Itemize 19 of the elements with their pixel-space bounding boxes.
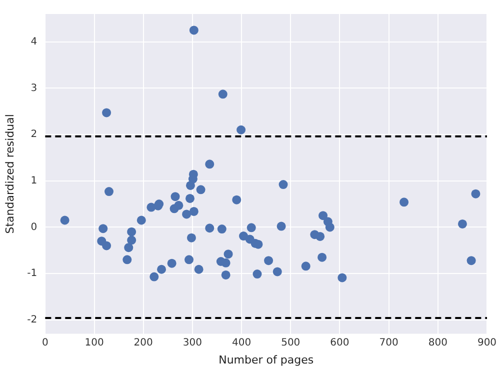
x-tick-label: 600 — [330, 337, 350, 348]
y-tick-label: 1 — [30, 175, 38, 186]
y-axis-title: Standardized residual — [3, 114, 16, 234]
y-tick-label: -1 — [27, 268, 38, 280]
x-axis-title: Number of pages — [218, 353, 314, 366]
x-tick-label: 700 — [379, 337, 398, 348]
x-tick-label: 200 — [134, 337, 153, 348]
x-tick-label: 800 — [428, 337, 448, 348]
x-tick-label: 100 — [84, 337, 104, 348]
y-tick-label: 3 — [30, 82, 38, 94]
x-tick-label: 400 — [232, 337, 252, 348]
x-tick-label: 0 — [42, 337, 48, 348]
x-tick-label: 300 — [182, 337, 202, 348]
x-tick-label: 500 — [281, 337, 300, 348]
y-tick-label: -2 — [27, 314, 38, 326]
y-tick-label: 2 — [30, 129, 38, 140]
y-tick-label: 4 — [30, 36, 38, 48]
y-tick-label: 0 — [30, 222, 38, 233]
x-tick-label: 900 — [477, 337, 497, 348]
